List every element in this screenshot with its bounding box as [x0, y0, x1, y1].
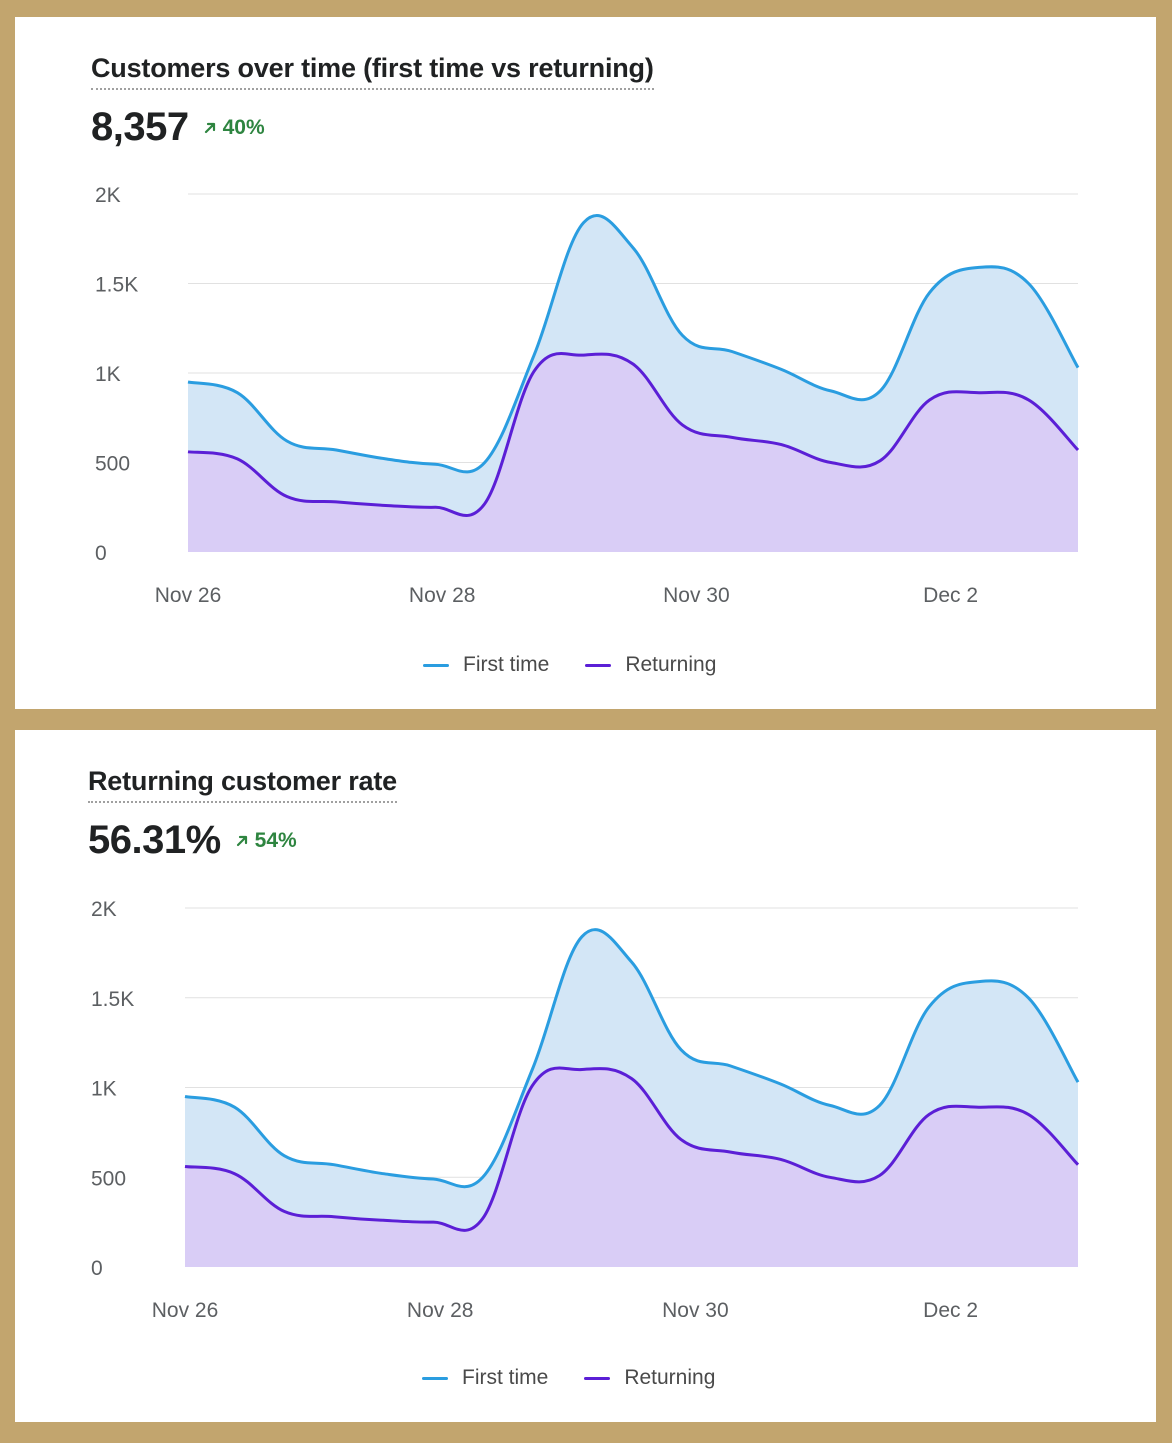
metric-change: 40%	[203, 116, 265, 140]
y-tick-label: 2K	[91, 898, 117, 921]
legend-item-first-time[interactable]: First time	[423, 653, 549, 677]
metric-change-value: 54%	[254, 828, 297, 852]
legend-label: Returning	[625, 653, 717, 676]
y-tick-label: 2K	[95, 184, 121, 207]
first-time-line	[187, 214, 1080, 474]
first-time-line	[184, 928, 1080, 1189]
legend-swatch-first-time	[423, 663, 449, 667]
y-tick-label: 0	[91, 1257, 103, 1280]
returning-rate-area-chart: 0 500 1K 1.5K 2K Nov 26 Nov 28 Nov 30 Dec 2	[91, 898, 1080, 1322]
legend-swatch-returning	[585, 663, 612, 667]
returning-line	[184, 1066, 1080, 1232]
x-tick-label: Nov 28	[407, 1299, 474, 1322]
metric-change: 54%	[235, 829, 297, 853]
legend-label: First time	[462, 1366, 549, 1389]
x-tick-label: Nov 30	[662, 1299, 729, 1322]
arrow-up-right-icon	[236, 835, 247, 846]
legend-swatch-returning	[584, 1376, 611, 1380]
customers-area-chart: 0 500 1K 1.5K 2K Nov 26 Nov 28 Nov 30 Dec 2	[95, 184, 1080, 607]
y-tick-label: 500	[95, 453, 130, 476]
customers-over-time-card: Customers over time (first time vs retur…	[15, 17, 1156, 709]
legend-item-returning[interactable]: Returning	[585, 653, 716, 677]
metric-row: 8,357 40%	[91, 105, 265, 150]
x-tick-label: Nov 30	[663, 584, 730, 607]
returning-area	[188, 353, 1078, 552]
returning-customer-rate-card: Returning customer rate 56.31% 54% 0 500 1…	[15, 730, 1156, 1422]
card-title[interactable]: Returning customer rate	[88, 766, 397, 803]
metric-value: 8,357	[91, 105, 189, 149]
chart-legend: First time Returning	[422, 1366, 751, 1390]
legend-swatch-first-time	[422, 1376, 448, 1380]
chart-legend: First time Returning	[423, 653, 752, 677]
legend-item-first-time[interactable]: First time	[422, 1366, 548, 1390]
y-tick-label: 1K	[95, 363, 121, 386]
arrow-up-right-icon	[204, 122, 215, 133]
legend-label: First time	[463, 653, 550, 676]
legend-item-returning[interactable]: Returning	[584, 1366, 715, 1390]
y-tick-label: 1K	[91, 1078, 117, 1101]
metric-row: 56.31% 54%	[88, 818, 297, 863]
y-tick-label: 1.5K	[91, 988, 134, 1011]
x-tick-label: Nov 26	[152, 1299, 219, 1322]
legend-label: Returning	[624, 1366, 716, 1389]
card-title[interactable]: Customers over time (first time vs retur…	[91, 53, 654, 90]
metric-value: 56.31%	[88, 818, 221, 862]
returning-line	[187, 352, 1080, 517]
y-tick-label: 500	[91, 1167, 126, 1190]
metric-change-value: 40%	[222, 115, 265, 139]
y-tick-label: 0	[95, 542, 107, 565]
x-tick-label: Nov 26	[155, 584, 222, 607]
x-tick-label: Nov 28	[409, 584, 476, 607]
x-tick-label: Dec 2	[923, 1299, 978, 1322]
y-tick-label: 1.5K	[95, 274, 138, 297]
returning-area	[185, 1067, 1078, 1267]
x-tick-label: Dec 2	[923, 584, 978, 607]
